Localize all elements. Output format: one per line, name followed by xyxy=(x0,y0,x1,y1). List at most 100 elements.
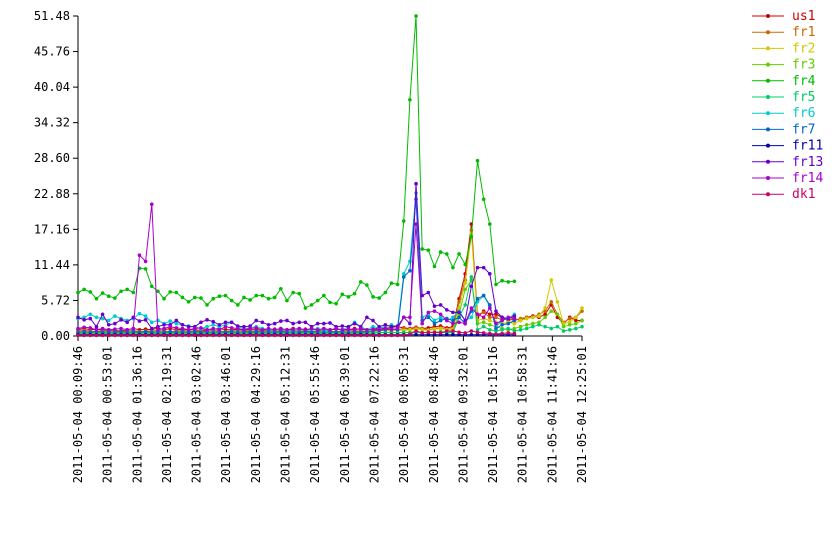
data-point-fr1 xyxy=(567,316,572,321)
data-point-fr4 xyxy=(285,298,289,303)
data-point-fr13 xyxy=(113,321,117,326)
data-point-fr4 xyxy=(426,248,431,253)
data-point-fr4 xyxy=(328,300,332,305)
plot-area: 0.00 5.72 11.44 17.16 22.88 28.60 34.32 40.04 45… xyxy=(34,9,589,483)
data-point-dk1 xyxy=(242,333,246,338)
data-point-fr14 xyxy=(272,327,277,332)
data-point-dk1 xyxy=(211,333,216,338)
data-point-fr7 xyxy=(211,330,216,335)
data-point-fr4 xyxy=(217,294,222,299)
data-point-fr2 xyxy=(524,316,529,321)
data-point-fr4 xyxy=(113,296,117,300)
data-point-fr13 xyxy=(432,304,437,308)
data-point-fr6 xyxy=(94,315,99,320)
data-point-fr13 xyxy=(223,320,228,325)
data-point-fr3 xyxy=(543,315,547,320)
data-point-fr13 xyxy=(297,320,302,325)
x-tick-label: 2011-05-04 10:58:31 xyxy=(516,346,530,483)
data-point-fr14 xyxy=(401,315,406,320)
data-point-fr14 xyxy=(500,318,504,323)
data-point-fr7 xyxy=(346,330,351,335)
data-point-fr14 xyxy=(119,326,123,331)
legend-item-fr13: fr13 xyxy=(752,155,823,170)
data-point-fr2 xyxy=(518,318,523,323)
legend-item-fr11: fr11 xyxy=(752,139,823,154)
data-point-fr4 xyxy=(457,252,461,256)
data-point-fr1 xyxy=(494,315,498,320)
x-tick-label: 2011-05-04 05:12:31 xyxy=(279,346,293,483)
data-point-dk1 xyxy=(352,333,357,338)
data-point-fr4 xyxy=(512,279,517,284)
data-point-fr4 xyxy=(352,291,357,296)
data-point-dk1 xyxy=(432,330,437,335)
data-point-fr13 xyxy=(291,321,295,326)
data-point-fr13 xyxy=(242,324,246,329)
x-tick-label: 2011-05-04 12:25:01 xyxy=(575,346,589,483)
y-tick-label: 40.04 xyxy=(34,80,70,94)
data-point-fr4 xyxy=(229,298,234,303)
data-point-fr14 xyxy=(82,325,86,330)
data-point-fr14 xyxy=(162,326,166,331)
data-point-fr5 xyxy=(494,329,498,333)
data-point-fr5 xyxy=(555,324,560,329)
data-point-fr11 xyxy=(432,332,437,337)
y-tick-label: 28.60 xyxy=(34,151,70,165)
data-point-dk1 xyxy=(494,332,498,336)
data-point-fr4 xyxy=(279,286,283,291)
legend-item-dk1: dk1 xyxy=(752,187,815,202)
data-point-fr7 xyxy=(279,329,283,334)
data-point-fr14 xyxy=(395,326,400,331)
data-point-fr4 xyxy=(223,293,228,298)
series-line-fr4 xyxy=(77,15,515,309)
x-tick-label: 2011-05-04 01:36:16 xyxy=(130,346,144,483)
x-tick-label: 2011-05-04 00:53:01 xyxy=(101,346,115,483)
data-point-fr7 xyxy=(500,323,504,327)
series-fr4 xyxy=(76,14,517,310)
data-point-fr4 xyxy=(199,296,203,300)
data-point-fr14 xyxy=(340,327,345,332)
data-point-fr4 xyxy=(475,158,480,163)
data-point-fr14 xyxy=(303,327,308,332)
y-tick-label: 51.48 xyxy=(34,9,70,23)
data-point-fr14 xyxy=(475,312,480,317)
data-point-fr14 xyxy=(383,326,388,331)
data-point-fr13 xyxy=(426,290,431,295)
data-point-fr5 xyxy=(475,327,480,332)
data-point-dk1 xyxy=(463,331,468,335)
data-point-fr13 xyxy=(488,272,492,276)
data-point-dk1 xyxy=(248,333,252,338)
data-point-fr5 xyxy=(537,323,541,327)
data-point-fr6 xyxy=(100,316,105,321)
legend-marker xyxy=(766,143,770,148)
data-point-fr4 xyxy=(88,290,93,294)
data-point-fr3 xyxy=(537,320,541,325)
data-point-fr14 xyxy=(223,324,228,329)
data-point-fr14 xyxy=(168,324,172,329)
data-point-fr7 xyxy=(100,330,105,335)
data-point-fr14 xyxy=(131,326,136,331)
data-point-fr13 xyxy=(469,284,474,289)
x-tick-label: 2011-05-04 10:15:16 xyxy=(486,346,500,483)
x-tick-label: 2011-05-04 07:22:16 xyxy=(367,346,381,483)
data-point-fr1 xyxy=(543,309,547,313)
data-point-dk1 xyxy=(137,333,142,338)
data-point-fr14 xyxy=(334,326,338,331)
data-point-fr4 xyxy=(469,234,474,239)
data-point-fr4 xyxy=(506,280,511,284)
data-point-fr6 xyxy=(438,315,443,320)
data-point-fr4 xyxy=(192,295,197,300)
series-line-fr5 xyxy=(77,276,583,335)
data-point-fr5 xyxy=(524,326,529,331)
data-point-fr14 xyxy=(76,326,80,331)
data-point-fr4 xyxy=(211,296,216,301)
data-point-fr13 xyxy=(229,320,234,325)
data-point-fr13 xyxy=(205,318,209,322)
data-point-fr14 xyxy=(125,327,129,332)
data-point-fr5 xyxy=(481,324,486,329)
data-point-fr13 xyxy=(389,324,394,329)
data-point-fr14 xyxy=(106,327,111,332)
data-point-fr4 xyxy=(451,265,455,270)
data-point-fr14 xyxy=(186,327,191,332)
data-point-fr14 xyxy=(260,327,265,332)
data-point-fr14 xyxy=(217,327,222,332)
